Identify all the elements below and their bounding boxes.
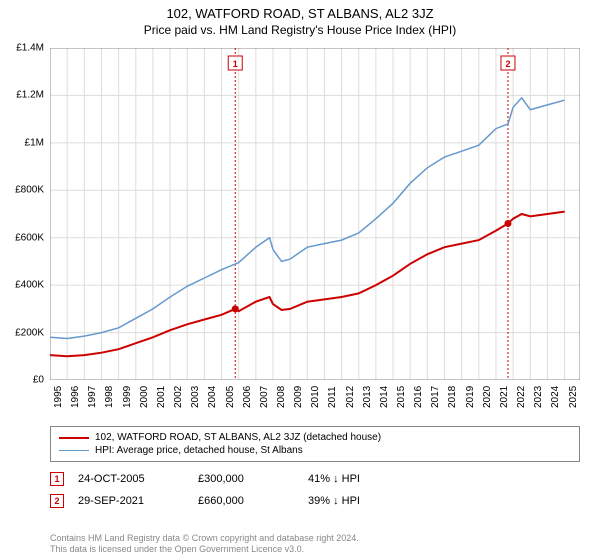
x-tick-label: 2008: [276, 386, 287, 408]
y-axis: £0£200K£400K£600K£800K£1M£1.2M£1.4M: [0, 48, 48, 380]
x-tick-label: 2025: [568, 386, 579, 408]
x-tick-label: 2012: [345, 386, 356, 408]
legend-label: 102, WATFORD ROAD, ST ALBANS, AL2 3JZ (d…: [95, 432, 381, 443]
x-tick-label: 2024: [550, 386, 561, 408]
x-tick-label: 2018: [447, 386, 458, 408]
x-tick-label: 2001: [156, 386, 167, 408]
x-tick-label: 2017: [430, 386, 441, 408]
legend-swatch: [59, 437, 89, 439]
legend-label: HPI: Average price, detached house, St A…: [95, 445, 303, 456]
x-tick-label: 1995: [53, 386, 64, 408]
chart-title: 102, WATFORD ROAD, ST ALBANS, AL2 3JZ: [0, 0, 600, 21]
legend: 102, WATFORD ROAD, ST ALBANS, AL2 3JZ (d…: [50, 426, 580, 462]
chart-svg: 12: [50, 48, 580, 380]
x-tick-label: 2005: [225, 386, 236, 408]
x-tick-label: 2004: [207, 386, 218, 408]
x-tick-label: 2020: [482, 386, 493, 408]
event-marker: 2: [50, 494, 64, 508]
x-tick-label: 2006: [242, 386, 253, 408]
y-tick-label: £400K: [15, 280, 44, 291]
chart-container: 102, WATFORD ROAD, ST ALBANS, AL2 3JZ Pr…: [0, 0, 600, 560]
svg-text:2: 2: [505, 59, 510, 69]
x-tick-label: 1997: [87, 386, 98, 408]
event-price: £660,000: [198, 495, 308, 507]
x-tick-label: 2021: [499, 386, 510, 408]
chart-subtitle: Price paid vs. HM Land Registry's House …: [0, 21, 600, 37]
y-tick-label: £1.4M: [16, 43, 44, 54]
event-marker: 1: [50, 472, 64, 486]
footer-line-2: This data is licensed under the Open Gov…: [50, 544, 580, 556]
x-tick-label: 2022: [516, 386, 527, 408]
x-tick-label: 2013: [362, 386, 373, 408]
y-tick-label: £800K: [15, 185, 44, 196]
y-tick-label: £1.2M: [16, 90, 44, 101]
x-axis: 1995 1996 1997 1998 1999 2000 2001 2002 2003 2004…: [50, 380, 580, 420]
footer-line-1: Contains HM Land Registry data © Crown c…: [50, 533, 580, 545]
y-tick-label: £0: [33, 375, 44, 386]
legend-swatch: [59, 450, 89, 451]
legend-row: HPI: Average price, detached house, St A…: [59, 444, 571, 457]
legend-row: 102, WATFORD ROAD, ST ALBANS, AL2 3JZ (d…: [59, 431, 571, 444]
x-tick-label: 2010: [310, 386, 321, 408]
x-tick-label: 2016: [413, 386, 424, 408]
x-tick-label: 2000: [139, 386, 150, 408]
y-tick-label: £200K: [15, 327, 44, 338]
event-date: 29-SEP-2021: [78, 495, 198, 507]
events-table: 1 24-OCT-2005£300,00041% ↓ HPI 2 29-SEP-202…: [50, 468, 580, 512]
x-tick-label: 2023: [533, 386, 544, 408]
footer-attribution: Contains HM Land Registry data © Crown c…: [50, 533, 580, 556]
x-tick-label: 2019: [465, 386, 476, 408]
x-tick-label: 1998: [104, 386, 115, 408]
y-tick-label: £1M: [25, 137, 44, 148]
x-tick-label: 1999: [122, 386, 133, 408]
event-diff: 41% ↓ HPI: [308, 473, 418, 485]
event-price: £300,000: [198, 473, 308, 485]
x-tick-label: 2002: [173, 386, 184, 408]
x-tick-label: 2011: [327, 386, 338, 408]
y-tick-label: £600K: [15, 232, 44, 243]
x-tick-label: 2015: [396, 386, 407, 408]
x-tick-label: 2014: [379, 386, 390, 408]
event-row: 2 29-SEP-2021£660,00039% ↓ HPI: [50, 490, 580, 512]
plot-area: 12: [50, 48, 580, 380]
x-tick-label: 1996: [70, 386, 81, 408]
event-diff: 39% ↓ HPI: [308, 495, 418, 507]
event-date: 24-OCT-2005: [78, 473, 198, 485]
x-tick-label: 2003: [190, 386, 201, 408]
x-tick-label: 2007: [259, 386, 270, 408]
svg-text:1: 1: [233, 59, 238, 69]
event-row: 1 24-OCT-2005£300,00041% ↓ HPI: [50, 468, 580, 490]
x-tick-label: 2009: [293, 386, 304, 408]
